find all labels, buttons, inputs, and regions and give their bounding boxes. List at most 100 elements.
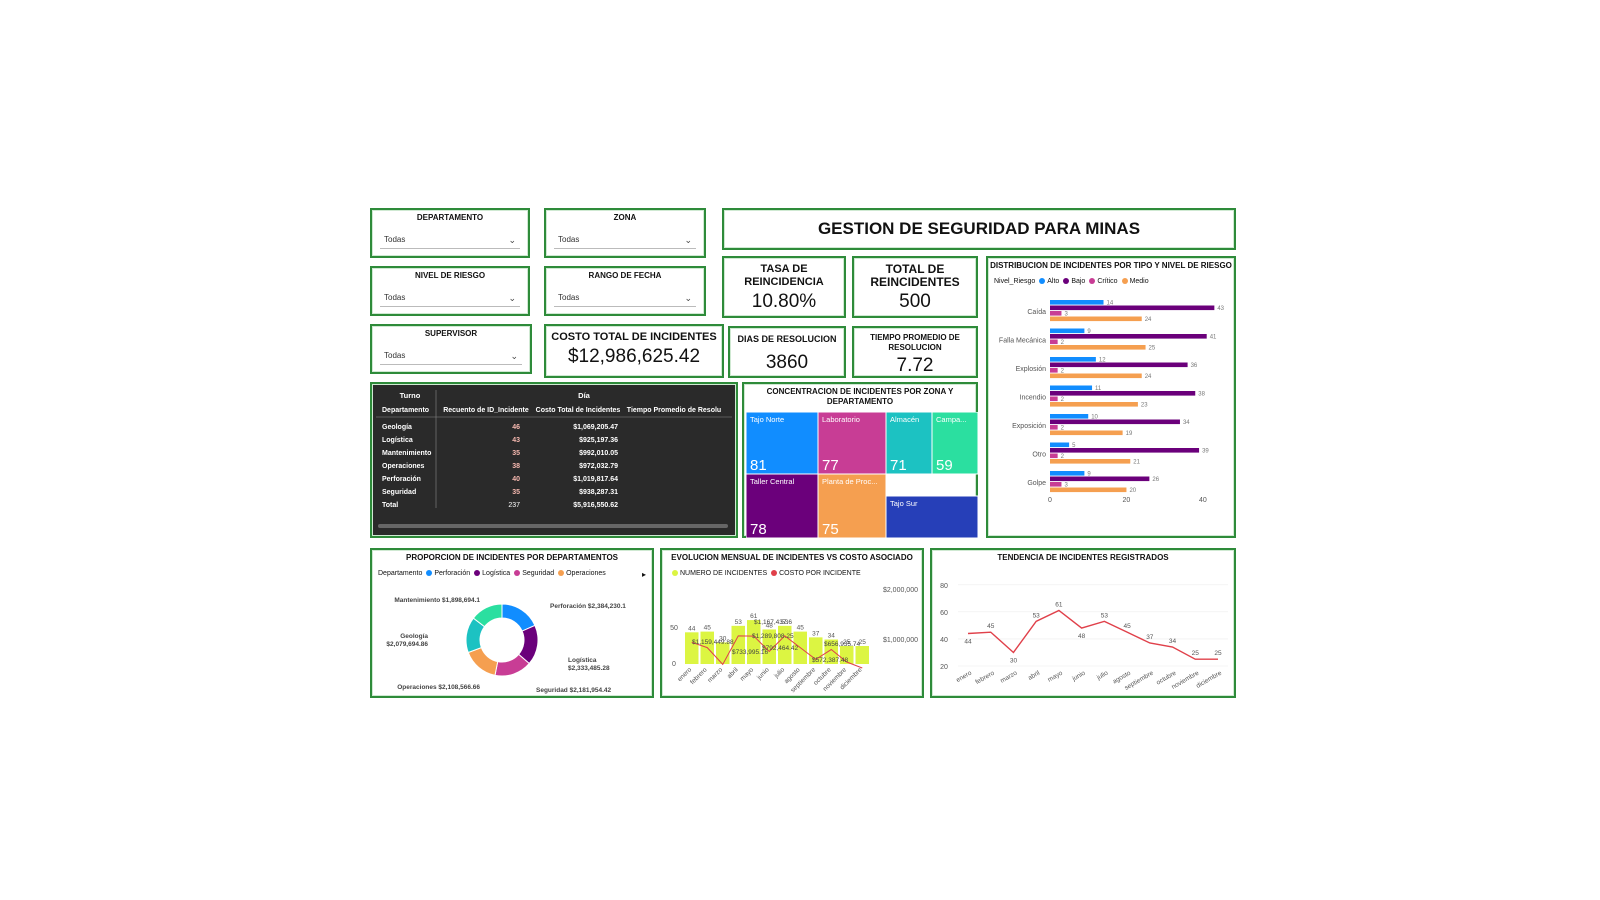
slicer-departamento: DEPARTAMENTO Todas ⌄ bbox=[370, 208, 530, 258]
bar bbox=[1050, 373, 1142, 379]
treemap-label: Planta de Proc... bbox=[822, 477, 877, 486]
bar bbox=[1050, 311, 1062, 316]
chart-title: CONCENTRACION DE INCIDENTES POR ZONA Y D… bbox=[766, 387, 954, 406]
slicer-nivel-riesgo: NIVEL DE RIESGO Todas ⌄ bbox=[370, 266, 530, 316]
treemap-value: 81 bbox=[750, 457, 767, 474]
bar bbox=[1050, 368, 1058, 373]
supervisor-dropdown[interactable]: Todas ⌄ bbox=[380, 348, 522, 365]
column-header: Departamento bbox=[382, 407, 429, 414]
slicer-title: ZONA bbox=[613, 213, 637, 222]
kpi-label: DIAS DE RESOLUCION bbox=[737, 334, 837, 344]
x-tick-label: febrero bbox=[974, 669, 996, 686]
data-label: 25 bbox=[859, 639, 867, 646]
data-label: 25 bbox=[1192, 650, 1200, 657]
cell-costo: $938,287.31 bbox=[579, 489, 618, 496]
line-data-label: $792,464.42 bbox=[762, 645, 799, 652]
data-label: 61 bbox=[750, 613, 758, 620]
cell-recuento: 43 bbox=[512, 437, 520, 444]
treemap-tile bbox=[746, 473, 819, 538]
bar-chart-panel: DISTRIBUCION DE INCIDENTES POR TIPO Y NI… bbox=[986, 256, 1236, 538]
slice-label: Mantenimiento $1,898,694.1 bbox=[394, 597, 480, 604]
cell-recuento: 35 bbox=[512, 489, 520, 496]
data-label: 24 bbox=[1145, 317, 1152, 323]
cell-recuento: 40 bbox=[512, 476, 520, 483]
cell-costo: $925,197.36 bbox=[579, 437, 618, 444]
matrix-table-svg: Turno Día Departamento Recuento de ID_Incid… bbox=[376, 390, 732, 528]
trend-line bbox=[967, 609, 1218, 660]
data-label: 2 bbox=[1061, 425, 1065, 431]
bar bbox=[1050, 430, 1123, 436]
data-label: 5 bbox=[1072, 443, 1076, 449]
legend-title: Departamento bbox=[378, 570, 423, 577]
chart-title: EVOLUCION MENSUAL DE INCIDENTES VS COSTO… bbox=[671, 553, 913, 562]
departamento-dropdown[interactable]: Todas ⌄ bbox=[380, 232, 520, 249]
cell-departamento: Operaciones bbox=[382, 463, 425, 470]
legend-dot bbox=[1089, 278, 1096, 285]
slice-label: Operaciones $2,108,566.66 bbox=[397, 684, 480, 691]
bar bbox=[1050, 328, 1085, 334]
kpi-value: 500 bbox=[899, 291, 931, 312]
x-tick-label: abril bbox=[1027, 669, 1042, 681]
legend-dot bbox=[1121, 278, 1128, 285]
legend-item: Medio bbox=[1129, 278, 1149, 285]
slicer-supervisor: SUPERVISOR Todas ⌄ bbox=[370, 324, 532, 374]
line-data-label: $733,995.16 bbox=[732, 649, 769, 656]
dropdown-value: Todas bbox=[384, 351, 406, 360]
data-label: 20 bbox=[1129, 488, 1136, 494]
bar bbox=[855, 646, 869, 664]
legend-item: Alto bbox=[1047, 278, 1060, 285]
bar bbox=[1050, 425, 1058, 430]
data-label: 39 bbox=[1202, 448, 1209, 454]
category-label: Otro bbox=[1032, 452, 1046, 459]
data-label: 34 bbox=[1183, 420, 1190, 426]
slicer-title: DEPARTAMENTO bbox=[416, 213, 484, 222]
kpi-label: COSTO TOTAL DE INCIDENTES bbox=[551, 331, 717, 343]
bar bbox=[1050, 471, 1085, 476]
dropdown-value: Todas bbox=[558, 235, 580, 244]
column-header: Tiempo Promedio de Resolu bbox=[627, 407, 721, 414]
x-tick-label: 20 bbox=[1123, 497, 1131, 504]
legend-dot bbox=[1063, 278, 1070, 285]
bar bbox=[1050, 476, 1150, 482]
bar bbox=[1050, 345, 1146, 350]
horizontal-scrollbar bbox=[378, 524, 728, 528]
bar bbox=[1050, 402, 1138, 407]
data-label: 30 bbox=[1010, 657, 1018, 664]
nivel-riesgo-dropdown[interactable]: Todas ⌄ bbox=[380, 290, 520, 307]
bar bbox=[778, 625, 792, 664]
category-label: Falla Mecánica bbox=[999, 338, 1046, 345]
line-chart: 20 40 60 80 44 enero 45 febrero 30 marzo 53 abril 61… bbox=[940, 583, 1228, 692]
slicer-rango-fecha: RANGO DE FECHA Todas ⌄ bbox=[544, 266, 706, 316]
line-data-label: $1,289,808.25 bbox=[752, 633, 794, 640]
x-tick-label: 40 bbox=[1199, 497, 1207, 504]
y-tick-label: 50 bbox=[670, 625, 678, 632]
legend-dot bbox=[474, 570, 481, 577]
y-tick-label: 80 bbox=[940, 583, 948, 590]
x-tick-label: junio bbox=[1070, 669, 1087, 683]
x-tick-label: 0 bbox=[1048, 497, 1052, 504]
data-label: 45 bbox=[1123, 623, 1131, 630]
x-tick-label: junio bbox=[755, 666, 771, 682]
rango-fecha-dropdown[interactable]: Todas ⌄ bbox=[554, 290, 696, 307]
cell-costo: $1,019,817.64 bbox=[573, 476, 618, 483]
treemap-value: 78 bbox=[750, 521, 767, 538]
data-label: 53 bbox=[781, 619, 789, 626]
donut-slice bbox=[501, 603, 536, 632]
data-label: 2 bbox=[1061, 368, 1065, 374]
chart-title: PROPORCION DE INCIDENTES POR DEPARTAMENT… bbox=[405, 553, 619, 562]
slicer-title: RANGO DE FECHA bbox=[588, 271, 662, 280]
kpi-total-reincidentes: TOTAL DE REINCIDENTES 500 bbox=[852, 256, 978, 318]
data-label: 38 bbox=[1198, 391, 1205, 397]
legend-next-icon[interactable]: ▸ bbox=[641, 570, 646, 579]
bar bbox=[824, 639, 838, 664]
slice-value: $2,079,694.86 bbox=[386, 641, 428, 648]
bar bbox=[1050, 419, 1180, 425]
cell-recuento: 38 bbox=[512, 463, 520, 470]
cell-departamento: Total bbox=[382, 502, 398, 509]
legend-title: Nivel_Riesgo bbox=[994, 278, 1036, 285]
bar bbox=[1050, 334, 1207, 339]
slice-label: Logística bbox=[568, 657, 597, 664]
zona-dropdown[interactable]: Todas ⌄ bbox=[554, 232, 696, 249]
cost-line bbox=[691, 635, 863, 669]
donut-slice bbox=[467, 646, 499, 676]
